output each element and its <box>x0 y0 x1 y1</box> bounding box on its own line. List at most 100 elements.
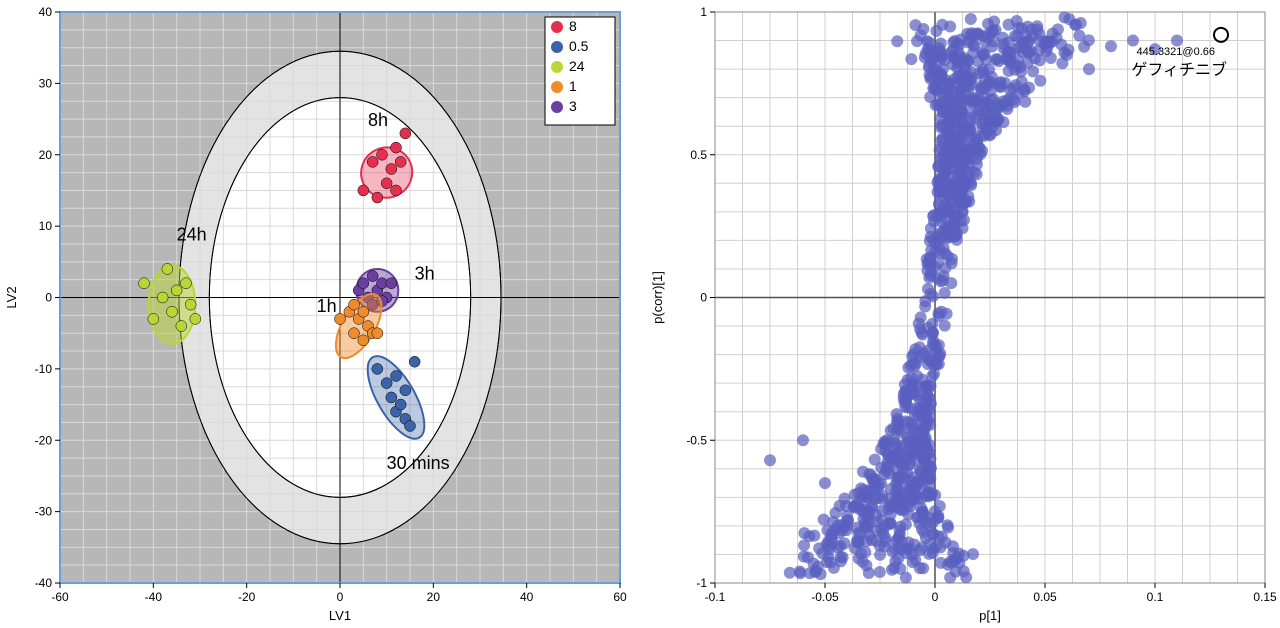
cluster-point-24h <box>181 278 192 289</box>
data-point <box>898 392 910 404</box>
data-point <box>797 434 809 446</box>
data-point <box>972 27 984 39</box>
legend-label: 3 <box>569 98 577 114</box>
cluster-point-8h <box>395 156 406 167</box>
data-point <box>956 206 968 218</box>
data-point <box>998 38 1010 50</box>
data-point <box>1051 32 1063 44</box>
data-point <box>1083 63 1095 75</box>
data-point <box>975 80 987 92</box>
xlabel: LV1 <box>329 608 351 623</box>
xtick-label: -40 <box>145 590 163 604</box>
data-point <box>859 546 871 558</box>
data-point <box>937 230 949 242</box>
data-point <box>784 567 796 579</box>
data-point <box>814 568 826 580</box>
data-point <box>914 562 926 574</box>
data-point <box>1034 75 1046 87</box>
ytick-label: -10 <box>35 362 53 376</box>
data-point <box>808 558 820 570</box>
data-point <box>863 506 875 518</box>
cluster-point-24h <box>148 313 159 324</box>
data-point <box>893 531 905 543</box>
data-point <box>936 19 948 31</box>
data-point <box>879 532 891 544</box>
data-point <box>970 137 982 149</box>
xtick-label: 0.05 <box>1033 590 1057 604</box>
left-scores-plot: -60-40-200204060-40-30-20-10010203040LV1… <box>0 0 640 628</box>
data-point <box>869 454 881 466</box>
ytick-label: -1 <box>696 576 707 590</box>
data-point <box>945 277 957 289</box>
xtick-label: 0.1 <box>1147 590 1164 604</box>
data-point <box>992 53 1004 65</box>
cluster-point-24h <box>157 292 168 303</box>
data-point <box>935 134 947 146</box>
ytick-label: -40 <box>35 576 53 590</box>
data-point <box>869 473 881 485</box>
cluster-label-24h: 24h <box>177 224 207 244</box>
data-point <box>927 327 939 339</box>
data-point <box>939 537 951 549</box>
data-point <box>858 484 870 496</box>
data-point <box>924 538 936 550</box>
data-point <box>950 227 962 239</box>
cluster-point-3h <box>358 278 369 289</box>
data-point <box>900 547 912 559</box>
ylabel: p(corr)[1] <box>650 271 665 324</box>
data-point <box>942 250 954 262</box>
data-point <box>894 563 906 575</box>
data-point <box>934 500 946 512</box>
cluster-point-3h <box>386 278 397 289</box>
data-point <box>852 500 864 512</box>
legend-marker <box>551 41 563 53</box>
ytick-label: -30 <box>35 505 53 519</box>
ylabel: LV2 <box>4 286 19 308</box>
cluster-point-30mins <box>391 371 402 382</box>
data-point <box>923 43 935 55</box>
data-point <box>764 454 776 466</box>
cluster-point-30mins <box>395 399 406 410</box>
cluster-point-1h <box>372 328 383 339</box>
legend-marker <box>551 61 563 73</box>
data-point <box>874 566 886 578</box>
ytick-label: 40 <box>39 5 53 19</box>
data-point <box>834 500 846 512</box>
cluster-point-30mins <box>372 363 383 374</box>
data-point <box>838 537 850 549</box>
data-point <box>990 24 1002 36</box>
data-point <box>852 534 864 546</box>
xtick-label: 60 <box>613 590 627 604</box>
data-point <box>1019 96 1031 108</box>
xtick-label: -20 <box>238 590 256 604</box>
data-point <box>953 55 965 67</box>
legend-marker <box>551 101 563 113</box>
data-point <box>925 223 937 235</box>
ytick-label: 0 <box>700 291 707 305</box>
ytick-label: -20 <box>35 433 53 447</box>
data-point <box>911 370 923 382</box>
cluster-point-8h <box>386 164 397 175</box>
data-point <box>935 121 947 133</box>
xtick-label: 40 <box>520 590 534 604</box>
data-point <box>1022 47 1034 59</box>
data-point <box>895 448 907 460</box>
xlabel: p[1] <box>979 608 1001 623</box>
cluster-label-8h: 8h <box>368 110 388 130</box>
cluster-point-30mins <box>386 392 397 403</box>
data-point <box>1061 49 1073 61</box>
cluster-point-8h <box>391 185 402 196</box>
cluster-point-30mins <box>381 378 392 389</box>
data-point <box>1011 15 1023 27</box>
cluster-point-1h <box>349 299 360 310</box>
data-point <box>894 477 906 489</box>
cluster-label-1h: 1h <box>317 296 337 316</box>
data-point <box>943 203 955 215</box>
xtick-label: -0.1 <box>705 590 726 604</box>
legend-marker <box>551 21 563 33</box>
data-point <box>910 357 922 369</box>
data-point <box>819 477 831 489</box>
right-splot: 445.3321@0.66ゲフィチニブ-0.1-0.0500.050.10.15… <box>640 0 1280 628</box>
data-point <box>1022 35 1034 47</box>
data-point <box>961 151 973 163</box>
